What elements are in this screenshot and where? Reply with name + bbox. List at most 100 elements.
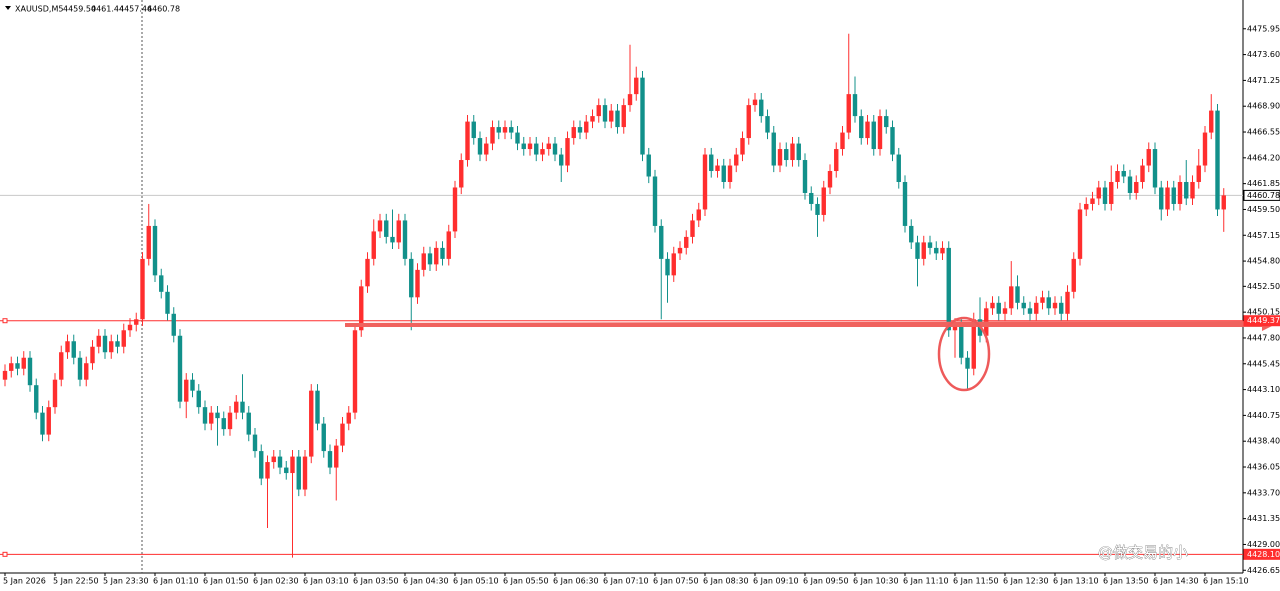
candle-body <box>434 247 439 265</box>
candle-body <box>490 127 495 144</box>
price-label: 4460.78 <box>1247 191 1280 200</box>
x-tick-label: 6 Jan 05:50 <box>503 577 549 586</box>
candle-body <box>1052 302 1058 309</box>
candle-body <box>352 330 358 413</box>
candle-body <box>696 209 701 221</box>
candle-body <box>396 220 401 243</box>
x-tick-label: 6 Jan 13:50 <box>1103 577 1149 586</box>
candle-body <box>371 231 376 259</box>
x-tick-label: 5 Jan 22:50 <box>53 577 99 586</box>
candle-body <box>202 407 208 424</box>
x-tick-label: 6 Jan 15:10 <box>1203 577 1249 586</box>
menu-triangle[interactable] <box>5 6 11 10</box>
candle-body <box>640 77 645 155</box>
candle-body <box>796 143 801 161</box>
candle-body <box>996 302 1001 314</box>
candle-body <box>290 456 295 474</box>
candle-body <box>302 456 308 490</box>
candle-body <box>415 269 420 298</box>
candle-body <box>409 258 414 298</box>
candle-body <box>940 247 945 254</box>
candle-body <box>727 165 733 182</box>
candle-body <box>577 127 583 133</box>
x-tick-label: 6 Jan 08:30 <box>703 577 749 586</box>
candle-body <box>1102 187 1108 204</box>
candle-body <box>184 379 189 402</box>
candle-body <box>815 203 820 215</box>
candle-body <box>71 341 76 358</box>
candle-body <box>96 335 101 347</box>
candle-body <box>227 412 233 430</box>
candle-body <box>427 253 433 265</box>
candle-body <box>65 341 70 353</box>
candle-body <box>959 324 964 358</box>
candle-body <box>477 138 483 155</box>
ohlc-value: 4457.46 <box>119 5 152 14</box>
candle-body <box>1209 110 1214 133</box>
candle-body <box>946 247 951 331</box>
price-label-box <box>1243 315 1280 327</box>
candle-body <box>1190 181 1195 199</box>
x-tick-label: 6 Jan 12:30 <box>1003 577 1049 586</box>
price-label-box <box>1243 189 1280 201</box>
candle-body <box>509 127 514 133</box>
candle-body <box>702 154 708 210</box>
x-tick-label: 6 Jan 05:10 <box>453 577 499 586</box>
candle-body <box>821 187 826 215</box>
x-tick-label: 6 Jan 06:30 <box>553 577 599 586</box>
candle-body <box>734 154 739 166</box>
y-tick-label: 4466.55 <box>1247 128 1280 137</box>
candle-body <box>134 319 139 325</box>
y-tick-label: 4450.15 <box>1247 308 1280 317</box>
candle-body <box>1065 291 1070 314</box>
candle-body <box>927 242 933 248</box>
candle-body <box>1184 181 1189 199</box>
y-tick-label: 4468.90 <box>1247 102 1280 111</box>
candle-body <box>327 451 333 468</box>
candle-body <box>271 456 276 463</box>
candle-body <box>496 127 501 133</box>
x-tick-label: 6 Jan 04:30 <box>403 577 449 586</box>
x-tick-label: 6 Jan 13:10 <box>1053 577 1099 586</box>
candle-body <box>652 176 658 226</box>
candle-body <box>171 313 176 336</box>
axes: 4475.95 4473.60 4471.25 4468.90 4466.55 4464.… <box>3 24 1280 585</box>
candle-body <box>865 121 870 139</box>
watermark: @做交易的小 <box>1098 544 1188 562</box>
candle-body <box>109 341 114 353</box>
candle-body <box>21 357 26 369</box>
candle-body <box>471 121 476 139</box>
x-tick-label: 6 Jan 14:30 <box>1153 577 1199 586</box>
annotations <box>345 316 1276 392</box>
candle-body <box>1009 286 1014 309</box>
y-tick-label: 4426.65 <box>1247 566 1280 575</box>
candle-body <box>252 434 258 452</box>
x-tick-label: 6 Jan 01:10 <box>153 577 199 586</box>
x-tick-label: 6 Jan 10:30 <box>853 577 899 586</box>
candle-body <box>784 149 789 161</box>
candle-body <box>390 236 395 243</box>
y-tick-label: 4438.40 <box>1247 437 1280 446</box>
x-tick-label: 6 Jan 09:50 <box>803 577 849 586</box>
candle-body <box>121 330 126 347</box>
candle-body <box>402 220 408 259</box>
price-label: 4428.10 <box>1247 550 1280 559</box>
y-tick-label: 4447.80 <box>1247 333 1280 342</box>
x-tick-label: 6 Jan 02:30 <box>253 577 299 586</box>
y-tick-label: 4433.70 <box>1247 488 1280 497</box>
candle-body <box>715 165 720 172</box>
candle-body <box>365 258 370 287</box>
candle-body <box>1077 209 1083 259</box>
candle-body <box>890 127 895 155</box>
candle-body <box>1040 297 1045 303</box>
candle-body <box>752 99 758 106</box>
candle-body <box>102 335 108 353</box>
candle-body <box>146 225 151 259</box>
candle-body <box>615 110 620 128</box>
candle-body <box>159 275 164 292</box>
y-tick-label: 4445.45 <box>1247 359 1280 368</box>
candle-body <box>596 105 601 117</box>
candle-body <box>684 236 689 248</box>
